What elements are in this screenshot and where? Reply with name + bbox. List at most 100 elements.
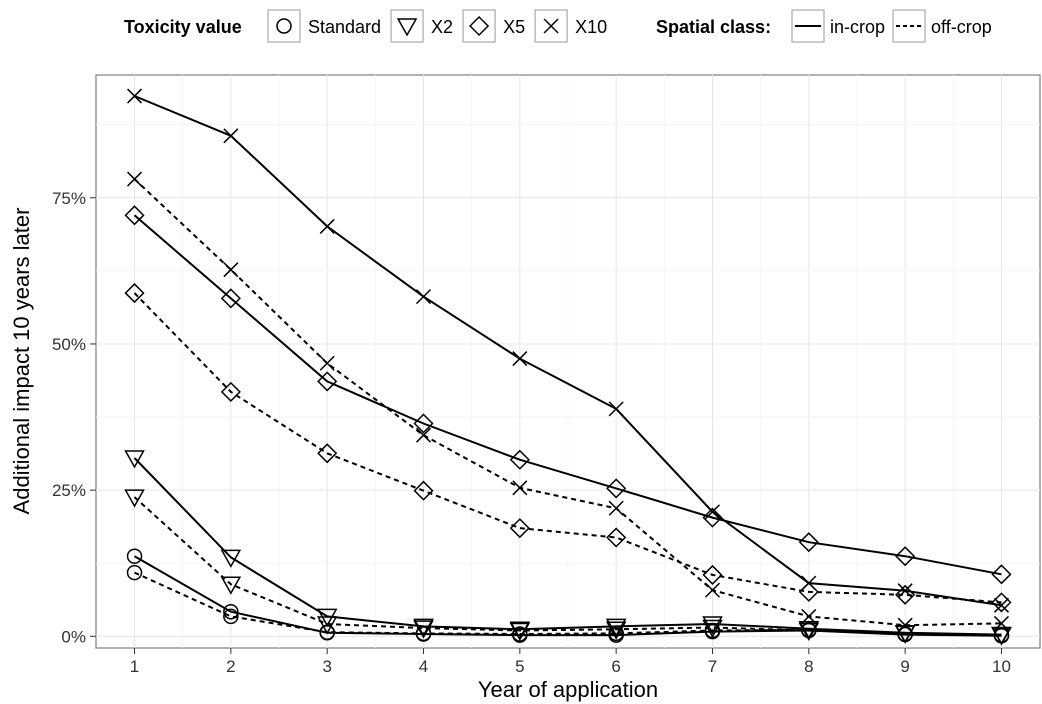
legend-key-cross [543, 18, 559, 34]
x-axis-title: Year of application [478, 677, 658, 702]
data-point-x2-off-crop [509, 622, 531, 641]
x-tick-label: 1 [130, 657, 139, 676]
legend-spatial-title: Spatial class: [656, 17, 771, 37]
y-axis-title: Additional impact 10 years later [9, 208, 34, 515]
y-tick-label: 25% [52, 481, 86, 500]
data-point-x5-in-crop [509, 449, 530, 470]
grid [96, 75, 1040, 648]
data-point-x2-off-crop [991, 627, 1012, 646]
legend-toxicity-label: X2 [431, 17, 453, 37]
series-line-x10-in-crop [134, 95, 1002, 607]
series-line-x10-off-crop [133, 178, 1002, 627]
data-point-x2-off-crop [220, 576, 242, 595]
x-tick-label: 5 [515, 657, 524, 676]
data-point-x5-off-crop [895, 584, 916, 605]
data-point-x2-in-crop [124, 450, 145, 469]
legend: Toxicity value Standard X2 X5 X10 Spatial c… [124, 9, 992, 43]
data-point-x5-in-crop [702, 507, 723, 528]
x-tick-label: 10 [992, 657, 1011, 676]
data-point-x10-off-crop [608, 500, 624, 516]
data-point-x10-in-crop [319, 218, 335, 234]
data-point-x2-off-crop [124, 489, 145, 508]
x-tick-label: 3 [322, 657, 331, 676]
data-point-x2-off-crop [413, 620, 434, 639]
data-point-x2-in-crop [220, 549, 242, 568]
x-axis: 1 2 3 4 5 6 7 8 9 10 [130, 648, 1011, 676]
data-point-x10-in-crop [993, 597, 1009, 613]
data-point-standard-off-crop [608, 625, 624, 642]
data-point-x10-in-crop [223, 128, 239, 144]
series-line-x5-in-crop [133, 214, 1002, 576]
data-point-x10-off-crop [801, 608, 817, 624]
data-point-x5-off-crop [606, 527, 627, 548]
data-point-x5-in-crop [413, 413, 434, 434]
x-tick-label: 8 [804, 657, 813, 676]
data-point-x10-in-crop [704, 504, 721, 520]
legend-spatial-label: off-crop [931, 17, 992, 37]
x-tick-label: 4 [419, 657, 428, 676]
data-point-standard-in-crop [223, 603, 239, 620]
data-point-x10-in-crop [897, 583, 913, 599]
legend-key-box [267, 9, 301, 43]
data-point-x10-off-crop [415, 427, 432, 443]
data-point-x2-off-crop [316, 616, 338, 635]
series-lines [133, 95, 1002, 637]
y-tick-label: 50% [52, 335, 86, 354]
y-tick-label: 75% [52, 189, 86, 208]
data-point-x5-off-crop [220, 381, 241, 402]
data-point-x5-in-crop [606, 478, 627, 499]
data-point-x5-off-crop [702, 564, 723, 585]
data-point-x10-in-crop [415, 289, 432, 305]
legend-key-box [462, 9, 496, 43]
legend-toxicity-label: X10 [575, 17, 607, 37]
legend-key-diamond [469, 15, 490, 37]
x-tick-label: 7 [708, 657, 717, 676]
legend-toxicity-label: Standard [308, 17, 381, 37]
data-point-x2-off-crop [605, 621, 627, 640]
data-point-x5-in-crop [220, 288, 241, 309]
series-line-x5-off-crop [133, 292, 1002, 604]
data-point-x2-off-crop [702, 619, 723, 639]
data-point-x5-in-crop [895, 546, 916, 567]
y-axis: 0% 25% 50% 75% [52, 189, 96, 646]
data-point-x10-in-crop [608, 401, 624, 417]
data-point-x2-off-crop [798, 622, 820, 641]
data-point-x5-in-crop [124, 205, 145, 226]
data-point-x2-off-crop [894, 625, 916, 644]
data-point-x10-off-crop [512, 480, 528, 496]
data-point-x5-in-crop [317, 371, 338, 392]
data-point-x2-in-crop [605, 618, 627, 637]
data-point-x10-in-crop [512, 351, 528, 367]
x-tick-label: 9 [900, 657, 909, 676]
data-point-x5-in-crop [798, 532, 819, 553]
data-point-x10-off-crop [127, 171, 143, 187]
legend-toxicity-label: X5 [503, 17, 525, 37]
x-tick-label: 2 [226, 657, 235, 676]
legend-key-triangle-down [396, 18, 418, 37]
data-point-x10-in-crop [127, 88, 143, 104]
series-line-x2-off-crop [133, 496, 1002, 637]
data-point-x5-off-crop [124, 283, 145, 304]
legend-key-box [390, 9, 424, 43]
data-point-standard-off-crop [415, 625, 432, 642]
data-point-x5-off-crop [509, 518, 530, 539]
legend-toxicity-title: Toxicity value [124, 17, 242, 37]
data-point-x10-off-crop [704, 582, 721, 598]
series-line-standard-off-crop [134, 571, 1002, 637]
data-point-x5-in-crop [991, 564, 1012, 585]
series-line-x2-in-crop [133, 457, 1002, 636]
data-point-x10-off-crop [223, 262, 239, 278]
legend-key-circle [276, 18, 292, 34]
data-point-x10-off-crop [993, 615, 1009, 631]
data-point-standard-off-crop [223, 608, 239, 625]
data-point-x5-off-crop [317, 443, 338, 464]
data-point-x2-in-crop [702, 616, 723, 635]
data-point-x2-in-crop [413, 618, 434, 637]
y-tick-label: 0% [61, 627, 86, 646]
data-point-x10-off-crop [897, 617, 913, 633]
data-point-x10-off-crop [319, 355, 335, 371]
legend-spatial-label: in-crop [830, 17, 885, 37]
x-tick-label: 6 [611, 657, 620, 676]
series-markers [124, 88, 1012, 646]
